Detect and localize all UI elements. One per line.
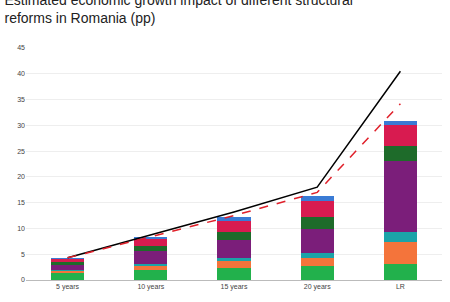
svg-text:20: 20 — [17, 173, 25, 180]
svg-text:30: 30 — [17, 122, 25, 129]
svg-text:Estimated economic growth impa: Estimated economic growth impact of diff… — [5, 0, 353, 26]
svg-text:15: 15 — [17, 199, 25, 206]
svg-text:10: 10 — [17, 225, 25, 232]
svg-text:40: 40 — [17, 70, 25, 77]
svg-text:5 years: 5 years — [56, 283, 79, 291]
svg-text:15 years: 15 years — [221, 283, 248, 291]
svg-text:25: 25 — [17, 148, 25, 155]
svg-text:LR: LR — [396, 283, 405, 290]
svg-text:10 years: 10 years — [137, 283, 164, 291]
svg-text:35: 35 — [17, 96, 25, 103]
svg-text:0: 0 — [21, 276, 25, 283]
svg-text:5: 5 — [21, 251, 25, 258]
svg-text:20 years: 20 years — [304, 283, 331, 291]
svg-text:45: 45 — [17, 44, 25, 51]
